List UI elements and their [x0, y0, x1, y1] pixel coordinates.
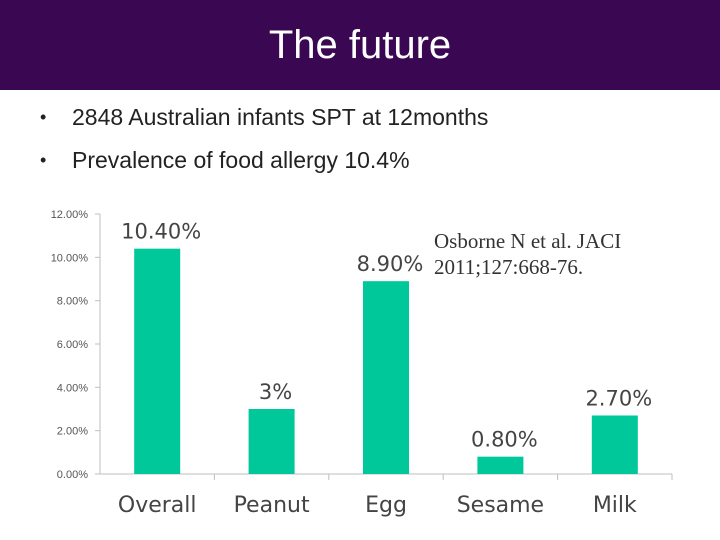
x-tick-label: Milk	[593, 493, 637, 518]
citation: Osborne N et al. JACI 2011;127:668-76.	[434, 228, 621, 280]
bullet-icon: •	[40, 107, 47, 127]
bullet-item: • Prevalence of food allergy 10.4%	[40, 147, 488, 174]
y-tick-label: 10.00%	[51, 252, 89, 264]
data-label: 0.80%	[471, 428, 538, 452]
bullet-icon: •	[40, 150, 47, 170]
bar	[477, 456, 524, 474]
y-tick-label: 0.00%	[57, 469, 88, 481]
bar	[248, 409, 295, 474]
bullet-list: • 2848 Australian infants SPT at 12months…	[40, 104, 488, 190]
citation-line: Osborne N et al. JACI	[434, 229, 622, 253]
x-tick-label: Sesame	[457, 493, 544, 518]
bullet-text: 2848 Australian infants SPT at 12months	[72, 104, 489, 130]
x-tick-label: Peanut	[234, 493, 310, 518]
data-label: 2.70%	[585, 387, 652, 411]
y-tick-label: 2.00%	[57, 426, 88, 438]
bar	[134, 248, 181, 474]
y-tick-label: 12.00%	[51, 209, 89, 221]
citation-line: 2011;127:668-76.	[434, 255, 584, 279]
data-label: 10.40%	[121, 220, 201, 244]
bullet-text: Prevalence of food allergy 10.4%	[72, 147, 410, 173]
y-tick-label: 4.00%	[57, 382, 88, 394]
data-label: 8.90%	[357, 252, 424, 276]
bar-chart: 0.00% 2.00% 4.00% 6.00% 8.00% 10.00% 12.00% 10.…	[51, 209, 673, 518]
page-title: The future	[268, 22, 452, 67]
x-tick-label: Egg	[365, 493, 407, 518]
bar	[363, 281, 409, 474]
y-tick-label: 6.00%	[57, 339, 88, 351]
y-tick-label: 8.00%	[57, 296, 88, 308]
bullet-item: • 2848 Australian infants SPT at 12months	[40, 104, 488, 131]
x-tick-label: Overall	[118, 493, 197, 518]
data-label: 3%	[259, 380, 292, 404]
bar	[591, 415, 638, 474]
title-bar: The future	[0, 0, 720, 90]
